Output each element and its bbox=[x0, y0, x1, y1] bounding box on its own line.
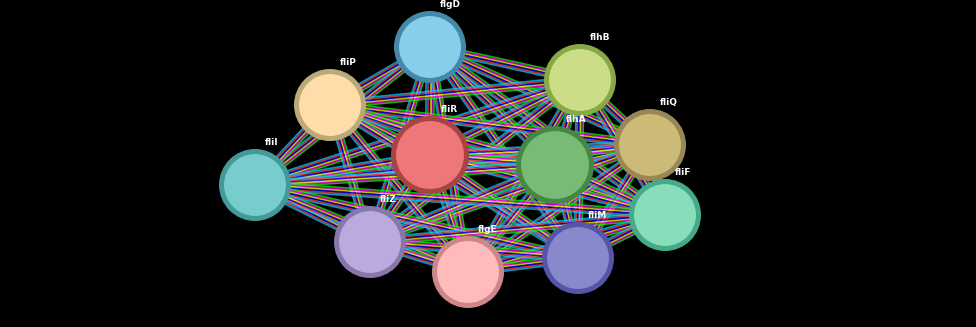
Text: fliQ: fliQ bbox=[660, 98, 677, 107]
Circle shape bbox=[633, 183, 697, 247]
Text: fliP: fliP bbox=[340, 58, 356, 67]
Text: flhA: flhA bbox=[565, 115, 587, 124]
Circle shape bbox=[548, 48, 612, 112]
Circle shape bbox=[219, 149, 291, 221]
Text: flhB: flhB bbox=[590, 33, 610, 42]
Circle shape bbox=[516, 126, 594, 204]
Circle shape bbox=[223, 153, 287, 217]
Text: fliF: fliF bbox=[674, 168, 691, 177]
Circle shape bbox=[544, 44, 616, 116]
Circle shape bbox=[298, 73, 362, 137]
Circle shape bbox=[436, 240, 500, 304]
Circle shape bbox=[618, 113, 682, 177]
Text: flgD: flgD bbox=[439, 0, 461, 9]
Circle shape bbox=[394, 11, 466, 83]
Circle shape bbox=[542, 222, 614, 294]
Text: flgE: flgE bbox=[477, 225, 497, 234]
Text: fliZ: fliZ bbox=[380, 195, 396, 204]
Circle shape bbox=[398, 15, 462, 79]
Text: fliI: fliI bbox=[264, 138, 278, 147]
Circle shape bbox=[294, 69, 366, 141]
Circle shape bbox=[334, 206, 406, 278]
Circle shape bbox=[629, 179, 701, 251]
Circle shape bbox=[546, 226, 610, 290]
Circle shape bbox=[432, 236, 504, 308]
Circle shape bbox=[520, 130, 590, 200]
Circle shape bbox=[338, 210, 402, 274]
Circle shape bbox=[614, 109, 686, 181]
Circle shape bbox=[395, 120, 465, 190]
Circle shape bbox=[391, 116, 469, 194]
Text: fliM: fliM bbox=[588, 211, 607, 220]
Text: fliR: fliR bbox=[440, 105, 458, 114]
